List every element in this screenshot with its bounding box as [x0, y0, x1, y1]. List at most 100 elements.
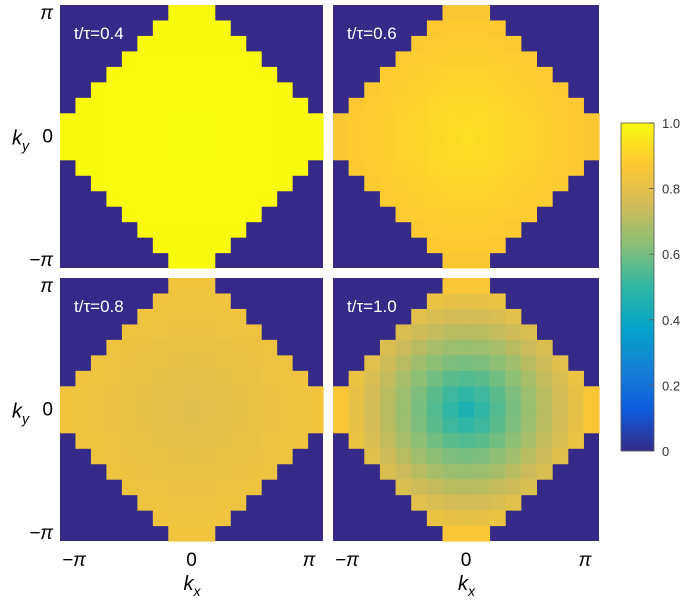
heatmap-cell: [473, 494, 491, 511]
heatmap-cell: [473, 510, 491, 527]
heatmap-cell: [458, 278, 475, 295]
heatmap-cell: [214, 190, 231, 207]
heatmap-cell: [168, 339, 185, 356]
heatmap-cell: [292, 370, 309, 387]
heatmap-cell: [442, 494, 459, 511]
heatmap-cell: [552, 448, 569, 465]
heatmap-cell: [307, 128, 324, 145]
heatmap-cell: [199, 339, 216, 356]
heatmap-cell: [230, 479, 247, 496]
heatmap-cell: [75, 432, 92, 449]
heatmap-cell: [121, 159, 138, 176]
heatmap-panel: t/τ=0.6: [333, 5, 600, 269]
heatmap-cell: [307, 401, 324, 418]
heatmap-cell: [307, 386, 324, 403]
heatmap-cell: [199, 20, 216, 37]
heatmap-cell: [152, 355, 169, 372]
heatmap-cell: [473, 293, 491, 310]
heatmap-cell: [442, 252, 459, 269]
colorbar-tick-label: 0.6: [662, 247, 680, 262]
heatmap-cell: [106, 82, 123, 99]
heatmap-cell: [442, 324, 459, 341]
heatmap-cell: [245, 463, 262, 480]
heatmap-cell: [473, 355, 491, 372]
heatmap-cell: [214, 494, 231, 511]
heatmap-cell: [473, 175, 491, 192]
heatmap-cell: [426, 82, 444, 99]
heatmap-cell: [489, 66, 506, 83]
heatmap-cell: [379, 448, 397, 465]
heatmap-cell: [505, 159, 522, 176]
heatmap-cell: [473, 51, 491, 68]
heatmap-cell: [230, 82, 247, 99]
heatmap-cell: [214, 479, 231, 496]
heatmap-cell: [60, 128, 77, 145]
x-tick-label: π: [579, 550, 593, 571]
heatmap-cell: [473, 308, 491, 326]
heatmap-cell: [411, 448, 428, 465]
heatmap-cell: [348, 401, 365, 418]
heatmap-cell: [536, 128, 553, 145]
heatmap-cell: [348, 97, 365, 114]
panel-label: t/τ=0.6: [347, 24, 397, 43]
heatmap-cell: [245, 324, 262, 341]
heatmap-cell: [505, 401, 522, 418]
heatmap-cell: [90, 448, 108, 465]
heatmap-cell: [458, 324, 475, 341]
heatmap-cell: [261, 355, 278, 372]
heatmap-cell: [75, 401, 92, 418]
heatmap-cell: [137, 113, 154, 130]
heatmap-cell: [152, 66, 169, 83]
heatmap-cell: [168, 463, 185, 480]
heatmap-cell: [426, 175, 444, 192]
heatmap-cell: [121, 417, 138, 434]
heatmap-cell: [152, 82, 169, 99]
heatmap-cell: [137, 339, 154, 356]
heatmap-cell: [199, 463, 216, 480]
heatmap-cell: [505, 479, 522, 496]
heatmap-cell: [230, 221, 247, 238]
heatmap-cell: [137, 386, 154, 403]
heatmap-cell: [168, 308, 185, 326]
heatmap-cell: [276, 370, 293, 387]
heatmap-cell: [183, 370, 200, 387]
heatmap-cell: [458, 370, 475, 387]
heatmap-cell: [364, 401, 381, 418]
heatmap-cell: [183, 113, 200, 130]
heatmap-cell: [168, 113, 185, 130]
heatmap-cell: [536, 401, 553, 418]
heatmap-cell: [137, 221, 154, 238]
heatmap-cell: [442, 386, 459, 403]
heatmap-cell: [442, 190, 459, 207]
heatmap-cell: [411, 221, 428, 238]
heatmap-cell: [245, 432, 262, 449]
heatmap-cell: [276, 386, 293, 403]
heatmap-cell: [536, 339, 553, 356]
heatmap-cell: [137, 35, 154, 53]
heatmap-cell: [292, 401, 309, 418]
heatmap-cell: [520, 97, 538, 114]
heatmap-cell: [152, 128, 169, 145]
heatmap-cell: [458, 175, 475, 192]
heatmap-cell: [60, 401, 77, 418]
y-axis-label-sub: y: [21, 411, 30, 427]
heatmap-cell: [137, 432, 154, 449]
heatmap-cell: [552, 386, 569, 403]
heatmap-cell: [552, 144, 569, 161]
heatmap-cell: [90, 159, 108, 176]
heatmap-cell: [411, 51, 428, 68]
heatmap-cell: [152, 386, 169, 403]
heatmap-cell: [348, 159, 365, 176]
heatmap-cell: [152, 463, 169, 480]
heatmap-cell: [473, 401, 491, 418]
heatmap-cell: [121, 463, 138, 480]
y-axis-label: ky: [12, 401, 30, 427]
heatmap-cell: [458, 144, 475, 161]
heatmap-cell: [230, 355, 247, 372]
heatmap-cell: [276, 417, 293, 434]
heatmap-cell: [552, 432, 569, 449]
heatmap-panel: t/τ=1.0: [333, 278, 600, 542]
heatmap-cell: [379, 128, 397, 145]
heatmap-cell: [395, 370, 412, 387]
heatmap-cell: [567, 113, 584, 130]
